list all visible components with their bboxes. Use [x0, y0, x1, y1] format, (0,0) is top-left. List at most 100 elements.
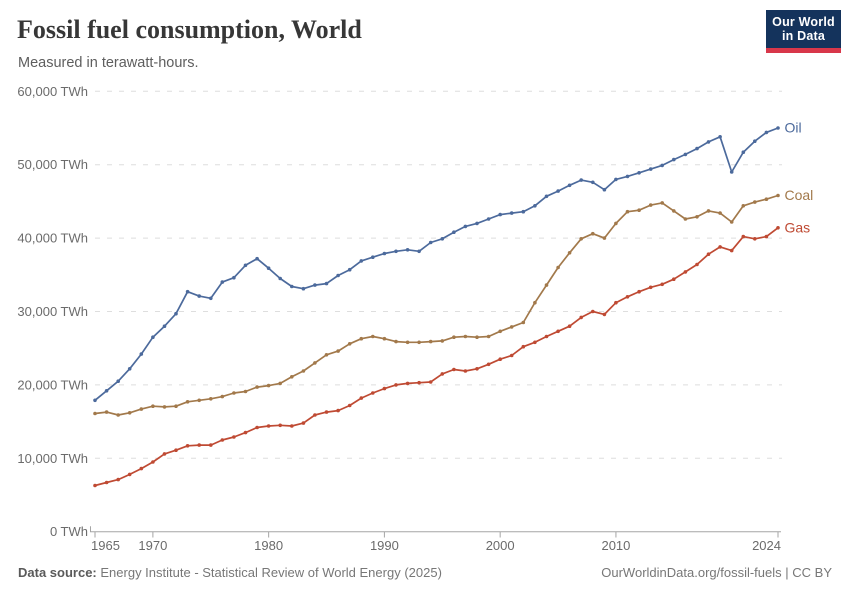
series-point-oil [243, 263, 248, 268]
series-point-coal [116, 413, 120, 417]
series-point-gas [139, 466, 144, 471]
series-point-gas [278, 423, 283, 428]
series-point-gas [347, 403, 352, 408]
owid-logo[interactable]: Our World in Data [766, 10, 841, 53]
series-point-gas [672, 277, 676, 282]
series-point-oil [452, 230, 456, 234]
series-point-gas [695, 262, 699, 267]
series-point-gas [683, 270, 688, 274]
series-point-coal [706, 209, 711, 213]
series-label-gas[interactable]: Gas [785, 219, 811, 235]
series-point-coal [405, 340, 410, 345]
series-point-gas [591, 309, 595, 314]
series-label-oil[interactable]: Oil [785, 120, 802, 136]
data-source-label: Data source: [18, 565, 97, 580]
series-point-coal [127, 411, 132, 415]
y-axis-tick-label: 50,000 TWh [17, 157, 88, 172]
series-label-coal[interactable]: Coal [785, 187, 814, 203]
series-point-gas [486, 362, 491, 367]
series-point-coal [428, 339, 433, 344]
series-point-coal [776, 193, 780, 198]
series-point-coal [695, 215, 699, 219]
series-point-gas [394, 383, 398, 387]
series-point-oil [591, 180, 595, 185]
series-point-oil [440, 237, 445, 241]
series-point-gas [602, 312, 607, 317]
series-point-gas [440, 372, 445, 376]
y-axis-tick-label: 10,000 TWh [17, 451, 88, 466]
series-point-coal [336, 349, 340, 353]
series-point-gas [185, 444, 190, 448]
series-point-oil [209, 296, 213, 301]
series-point-gas [463, 369, 468, 373]
series-point-gas [753, 237, 757, 241]
series-point-oil [359, 259, 364, 263]
y-axis-tick-label: 60,000 TWh [17, 84, 88, 99]
series-point-oil [729, 170, 734, 174]
series-point-coal [359, 336, 364, 341]
series-point-oil [174, 311, 178, 316]
series-point-gas [313, 413, 317, 417]
series-point-oil [614, 177, 618, 182]
series-point-oil [544, 194, 549, 199]
series-point-gas [729, 248, 734, 253]
series-point-gas [660, 282, 664, 287]
series-point-gas [625, 295, 630, 299]
series-point-oil [602, 187, 607, 192]
series-point-oil [301, 286, 306, 291]
series-point-oil [162, 324, 167, 329]
owid-logo-line1: Our World [772, 15, 835, 29]
series-point-coal [579, 237, 583, 241]
series-point-gas [614, 300, 618, 305]
series-point-gas [556, 329, 560, 334]
y-axis-tick-label: 20,000 TWh [17, 377, 88, 392]
series-point-gas [428, 380, 433, 384]
series-point-oil [463, 224, 468, 229]
series-point-coal [486, 334, 491, 339]
series-point-coal [243, 389, 248, 394]
x-axis-tick-label: 2024 [752, 538, 781, 553]
series-point-coal [591, 231, 595, 236]
series-point-oil [718, 135, 722, 139]
series-point-gas [359, 396, 364, 400]
series-point-coal [209, 397, 213, 401]
series-point-oil [428, 240, 433, 245]
series-point-oil [266, 266, 271, 271]
series-point-oil [683, 152, 688, 157]
owid-url-link[interactable]: OurWorldinData.org/fossil-fuels [601, 565, 782, 580]
license-label: CC BY [792, 565, 832, 580]
series-point-coal [683, 217, 688, 221]
series-point-coal [104, 410, 109, 414]
series-point-gas [104, 480, 109, 485]
series-point-coal [394, 339, 398, 344]
series-point-gas [382, 386, 387, 391]
series-point-coal [290, 375, 294, 379]
series-point-oil [695, 146, 699, 151]
series-point-gas [371, 391, 375, 395]
x-axis-tick-label: 2000 [486, 538, 515, 553]
y-axis-tick-label: 30,000 TWh [17, 304, 88, 319]
series-point-oil [753, 139, 757, 143]
y-axis-tick-label: 40,000 TWh [17, 231, 88, 246]
series-point-coal [672, 209, 676, 213]
series-point-coal [174, 404, 178, 409]
series-point-oil [255, 256, 259, 261]
series-point-gas [324, 410, 329, 414]
series-point-oil [637, 171, 641, 175]
series-point-oil [324, 281, 329, 286]
series-point-gas [255, 425, 259, 430]
series-point-gas [127, 472, 132, 477]
series-point-coal [544, 283, 549, 287]
series-point-oil [336, 273, 340, 278]
series-point-oil [382, 251, 387, 256]
series-point-coal [648, 203, 653, 207]
series-line-oil [94, 127, 779, 401]
x-axis-tick-label: 1965 [91, 538, 120, 553]
series-point-gas [741, 234, 746, 239]
series-point-coal [382, 336, 387, 341]
series-point-coal [371, 334, 375, 339]
series-point-gas [706, 252, 711, 256]
series-point-gas [290, 424, 294, 428]
series-point-gas [197, 443, 201, 447]
